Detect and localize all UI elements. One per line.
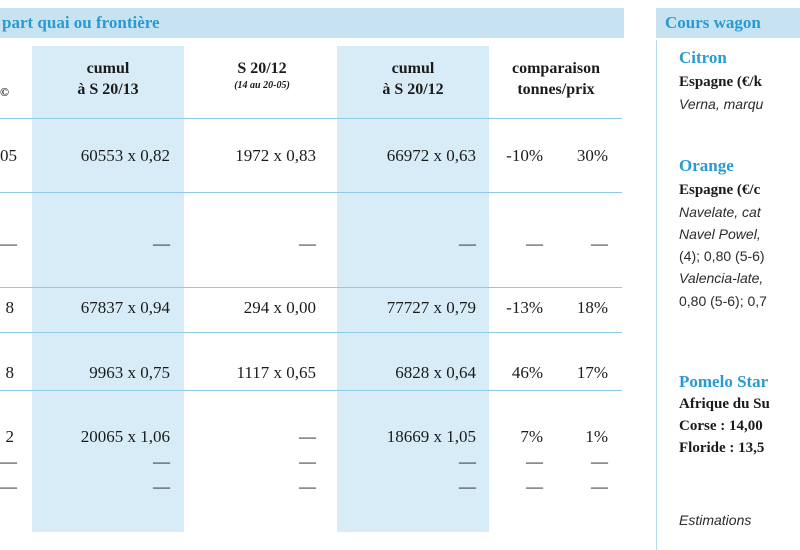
s2012-cell: 294 x 0,00 [243,298,316,317]
column-header-cumul-2012: cumul à S 20/12 [337,58,489,100]
row-divider [0,332,622,333]
column-header-line: cumul [86,60,130,77]
cumul-2013-cell: 60553 x 0,82 [80,146,170,165]
shaded-column-cumul-2013 [32,46,184,532]
cumul-2012-cell: — [459,234,476,253]
s2012-cell: — [299,234,316,253]
cumul-2013-cell: — [153,234,170,253]
orange-line: Espagne (€/c [679,182,761,198]
side-panel-header-bar: Cours wagon [656,8,800,38]
pomelo-line: Floride : 13,5 [679,438,764,458]
column-header-comparaison: comparaison tonnes/prix [492,58,620,100]
pomelo-origin-label: Corse : [679,418,726,434]
tonnes-change-cell: -10% [506,146,543,165]
table-header-title: part quai ou frontière [2,13,160,32]
cumul-2012-cell: 66972 x 0,63 [386,146,476,165]
s2012-cell: 1117 x 0,65 [236,363,317,382]
column-header-line: S 20/12 [237,60,287,77]
column-header-line: cumul [391,60,435,77]
column-header-line: tonnes/prix [517,81,595,98]
cumul-2012-cell: — [459,477,476,496]
pomelo-origin-label: Floride : [679,440,735,456]
cumul-2012-cell: 77727 x 0,79 [386,298,476,317]
column-header-line: comparaison [512,60,600,77]
column-header-line: à S 20/13 [77,81,139,98]
cumul-2013-cell: 67837 x 0,94 [80,298,170,317]
price-change-cell: — [591,452,608,471]
table-header-bar: part quai ou frontière [0,8,624,38]
cumul-2013-cell: 20065 x 1,06 [80,427,170,446]
citron-heading: Citron [679,48,727,67]
side-panel-title: Cours wagon [665,13,761,32]
column-header-fragment: © [0,85,9,99]
tonnes-change-cell: — [526,234,543,253]
citron-line: Espagne (€/k [679,74,762,90]
price-change-cell: — [591,234,608,253]
cumul-2012-cell: 6828 x 0,64 [395,363,476,382]
price-change-cell: 1% [585,427,608,446]
orange-line: Navelate, cat [679,204,761,220]
tonnes-change-cell: 7% [520,427,543,446]
side-panel: Citron Espagne (€/k Verna, marqu Orange … [656,40,800,550]
row-divider [0,287,622,288]
orange-line: Valencia-late, [679,270,764,286]
price-change-cell: 17% [576,363,608,382]
orange-line: Navel Powel, [679,226,761,242]
tonnes-change-cell: -13% [506,298,543,317]
s2012-cell: — [299,427,316,446]
orange-line: 0,80 (5-6); 0,7 [679,293,767,309]
citron-line: Verna, marqu [679,96,764,112]
row-divider [0,192,622,193]
footnote: Estimations [679,512,752,528]
row-fragment-cell: 05 [0,146,17,165]
cumul-2013-cell: — [153,452,170,471]
row-divider [0,118,622,119]
price-change-cell: 30% [576,146,608,165]
tonnes-change-cell: — [526,452,543,471]
row-fragment-cell: 8 [5,298,15,317]
column-header-line: à S 20/12 [382,81,444,98]
tonnes-change-cell: — [526,477,543,496]
cumul-2013-cell: 9963 x 0,75 [89,363,170,382]
price-change-cell: — [591,477,608,496]
s2012-cell: — [299,477,316,496]
row-fragment-cell: — [0,452,17,471]
cumul-2012-cell: 18669 x 1,05 [386,427,476,446]
s2012-cell: — [299,452,316,471]
column-header-s2012: S 20/12 (14 au 20-05) [192,58,332,93]
row-divider [0,390,622,391]
row-fragment-cell: 2 [5,427,15,446]
row-fragment-cell: 8 [5,363,15,382]
pomelo-line: Corse : 14,00 [679,416,763,436]
shaded-column-cumul-2012 [337,46,489,532]
tonnes-change-cell: 46% [511,363,543,382]
pomelo-price: 14,00 [725,418,763,434]
cumul-2012-cell: — [459,452,476,471]
pomelo-price: 13,5 [734,440,765,456]
s2012-cell: 1972 x 0,83 [235,146,316,165]
row-fragment-cell: — [0,234,17,253]
row-fragment-cell: — [0,477,17,496]
cumul-2013-cell: — [153,477,170,496]
orange-heading: Orange [679,156,734,175]
pomelo-line: Afrique du Su [679,396,770,412]
column-header-cumul-2013: cumul à S 20/13 [32,58,184,100]
price-change-cell: 18% [576,298,608,317]
pomelo-heading: Pomelo Star [679,372,769,391]
column-header-subline: (14 au 20-05) [234,80,290,91]
orange-line: (4); 0,80 (5-6) [679,248,765,264]
